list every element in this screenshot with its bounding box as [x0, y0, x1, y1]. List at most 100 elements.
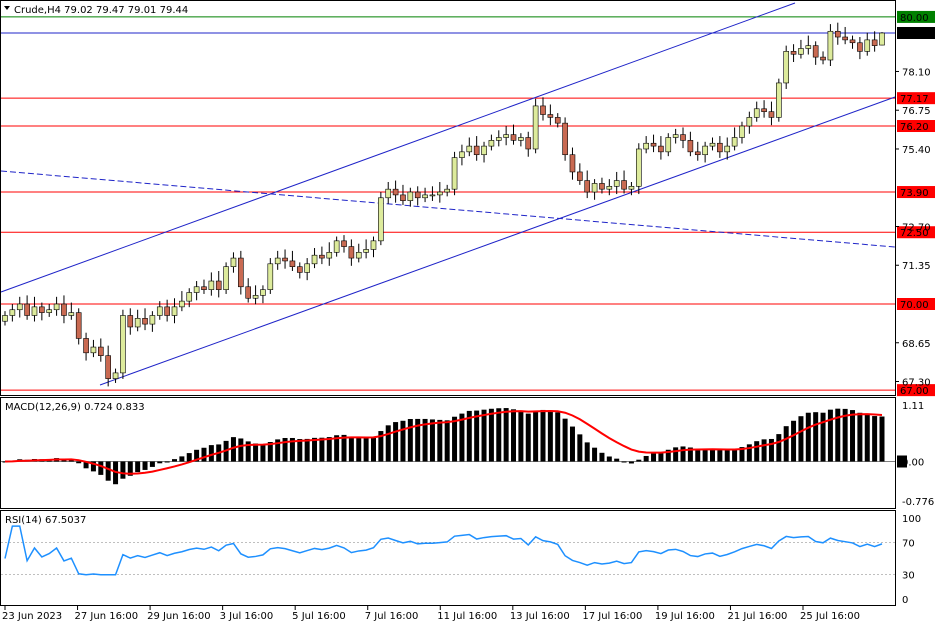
macd-bar: [621, 461, 627, 463]
candle-body: [731, 137, 738, 147]
macd-bar: [164, 461, 170, 463]
candle-body: [355, 252, 362, 259]
candle-body: [635, 148, 642, 187]
candle-body: [621, 180, 627, 190]
candle-body: [481, 145, 487, 156]
macd-bar: [282, 437, 288, 462]
candle-body: [540, 105, 546, 115]
time-label: 23 Jun 2023: [2, 611, 62, 622]
dashed-trend-line: [0, 170, 896, 248]
candle-body: [569, 154, 576, 173]
macd-bar: [879, 416, 885, 462]
level-label-bg: [897, 384, 935, 397]
macd-bar: [857, 412, 863, 462]
macd-bar: [658, 452, 664, 462]
candle-body: [127, 315, 134, 328]
price-tick-label: 68.65: [902, 339, 931, 350]
last-price-bg: [897, 27, 935, 39]
candle-body: [842, 36, 848, 41]
candle-body: [827, 30, 834, 61]
macd-bar: [407, 419, 413, 462]
macd-bar: [673, 447, 679, 462]
rsi-label: RSI(14) 67.5037: [5, 515, 86, 526]
macd-bar: [444, 420, 450, 462]
macd-signal-line: [4, 409, 883, 475]
candle-body: [650, 142, 657, 147]
candle-body: [319, 254, 325, 259]
level-label: 70.00: [900, 300, 929, 311]
candle-body: [245, 286, 252, 299]
macd-bar: [481, 409, 487, 462]
macd-bar: [872, 416, 878, 462]
candle-body: [2, 315, 8, 322]
macd-bar: [452, 416, 458, 462]
macd-bar: [466, 410, 472, 462]
candle-body: [753, 108, 760, 118]
candle-body: [680, 134, 686, 141]
price-tick-label: 72.70: [902, 222, 931, 233]
macd-bar: [488, 408, 494, 462]
level-label: 73.90: [900, 188, 929, 199]
macd-bar: [569, 426, 575, 462]
candle-body: [39, 306, 45, 313]
candle-body: [274, 257, 281, 265]
candle-body: [429, 194, 436, 197]
candle-body: [591, 183, 598, 193]
candle-body: [164, 306, 170, 316]
candle-body: [90, 346, 97, 354]
last-price-label: 79.44: [900, 29, 929, 40]
candle-body: [709, 142, 716, 147]
macd-bar: [120, 461, 126, 479]
price-tick-label: 67.30: [902, 378, 931, 389]
level-label: 76.20: [900, 122, 929, 133]
macd-bar: [584, 442, 590, 462]
macd-bar: [230, 437, 236, 462]
time-label: 11 Jul 16:00: [437, 611, 497, 622]
level-label: 77.17: [900, 94, 929, 105]
level-label-bg: [897, 120, 935, 133]
macd-bar: [813, 412, 819, 462]
candle-body: [459, 151, 465, 158]
macd-bar: [238, 438, 244, 462]
macd-bar: [850, 410, 856, 462]
macd-bar: [525, 413, 531, 462]
candle-body: [643, 142, 649, 150]
macd-bar: [400, 420, 406, 462]
candle-body: [466, 145, 473, 153]
candle-body: [746, 117, 753, 127]
macd-bar: [864, 413, 870, 462]
macd-bar: [680, 446, 686, 462]
candle-body: [613, 180, 620, 187]
macd-bar: [429, 419, 435, 462]
candle-body: [363, 249, 369, 253]
dropdown-arrow-icon[interactable]: [4, 6, 10, 10]
candle-body: [495, 137, 502, 141]
macd-tick-label: 1.11: [902, 401, 924, 412]
macd-bar: [83, 461, 89, 469]
macd-bar: [665, 449, 671, 462]
candle-body: [473, 145, 480, 156]
macd-bar: [820, 412, 826, 462]
candle-body: [606, 185, 613, 190]
macd-bar: [511, 409, 517, 462]
candle-body: [392, 188, 399, 196]
candle-body: [171, 306, 178, 316]
candle-body: [658, 145, 664, 153]
macd-bar: [2, 461, 8, 463]
candle-body: [518, 137, 524, 141]
macd-bar: [149, 461, 155, 467]
macd-bar: [798, 416, 804, 462]
price-pane: [0, 0, 896, 396]
candle-body: [761, 108, 767, 112]
candle-body: [53, 303, 60, 311]
rsi-line: [4, 525, 883, 576]
candle-body: [857, 42, 863, 52]
candle-body: [525, 137, 532, 150]
macd-bar: [289, 437, 295, 462]
time-label: 13 Jul 16:00: [510, 611, 570, 622]
candle-body: [112, 372, 119, 379]
candle-body: [16, 303, 23, 311]
candle-body: [296, 266, 303, 273]
candle-body: [790, 51, 797, 55]
